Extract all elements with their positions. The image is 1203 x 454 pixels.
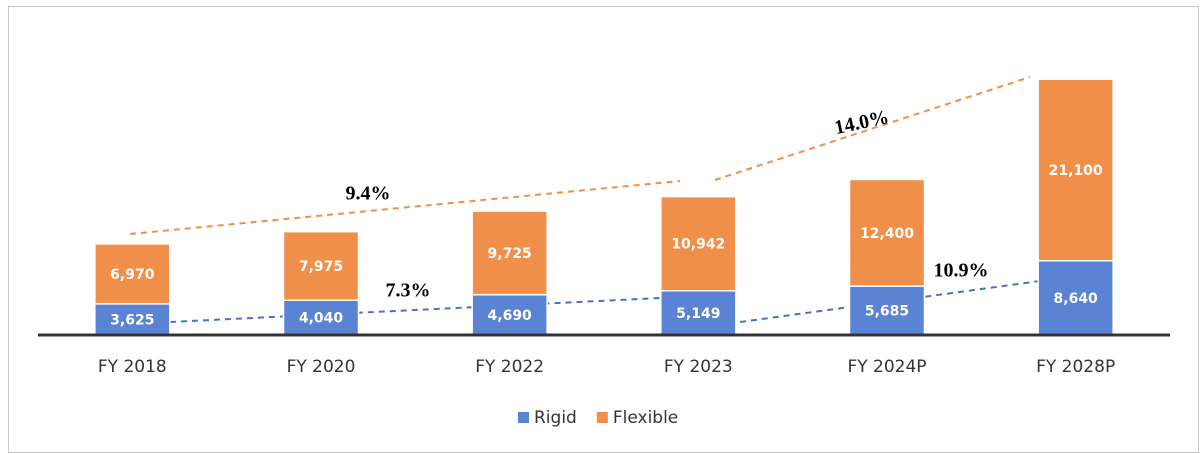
x-tick-label: FY 2020 (287, 357, 356, 377)
annotation: 14.0% (833, 106, 891, 139)
legend-swatch (518, 412, 529, 423)
annotation: 10.9% (934, 260, 989, 282)
value-label: 21,100 (1049, 163, 1103, 179)
legend-label: Flexible (613, 408, 678, 428)
bar-segment (471, 293, 548, 336)
x-tick-label: FY 2028P (1036, 357, 1115, 377)
bar-segment (282, 230, 360, 302)
value-label: 6,970 (110, 267, 155, 283)
value-label: 5,685 (865, 304, 909, 320)
cagr-line (169, 297, 661, 323)
x-tick-label: FY 2022 (475, 357, 544, 377)
cagr-line (129, 180, 681, 235)
bar-segment (94, 303, 171, 336)
value-label: 7,975 (299, 259, 343, 275)
value-label: 10,942 (671, 237, 725, 253)
bar-segment (660, 289, 737, 336)
value-label: 3,625 (110, 312, 154, 328)
value-label: 9,725 (488, 246, 532, 262)
bar-segment (848, 178, 926, 287)
value-label: 5,149 (676, 306, 720, 322)
annotation: 9.4% (346, 183, 391, 205)
cagr-line (714, 76, 1031, 181)
value-label: 8,640 (1054, 291, 1099, 307)
bar-segment (660, 195, 737, 292)
bar-segment (1037, 78, 1114, 262)
value-label: 4,040 (299, 311, 344, 327)
bar-segment (1037, 259, 1114, 336)
bar-segment (94, 243, 171, 305)
x-tick-label: FY 2024P (847, 357, 926, 377)
value-label: 12,400 (860, 226, 914, 242)
annotation: 7.3% (386, 280, 431, 302)
bar-segment (471, 210, 548, 296)
frame (8, 6, 1199, 453)
legend-swatch (596, 412, 608, 423)
cagr-lines (129, 76, 1041, 323)
legend-label: Rigid (534, 408, 577, 428)
value-label: 4,690 (488, 308, 533, 324)
x-tick-label: FY 2023 (664, 357, 733, 377)
bar-segment (848, 285, 926, 336)
x-tick-label: FY 2018 (98, 357, 167, 377)
